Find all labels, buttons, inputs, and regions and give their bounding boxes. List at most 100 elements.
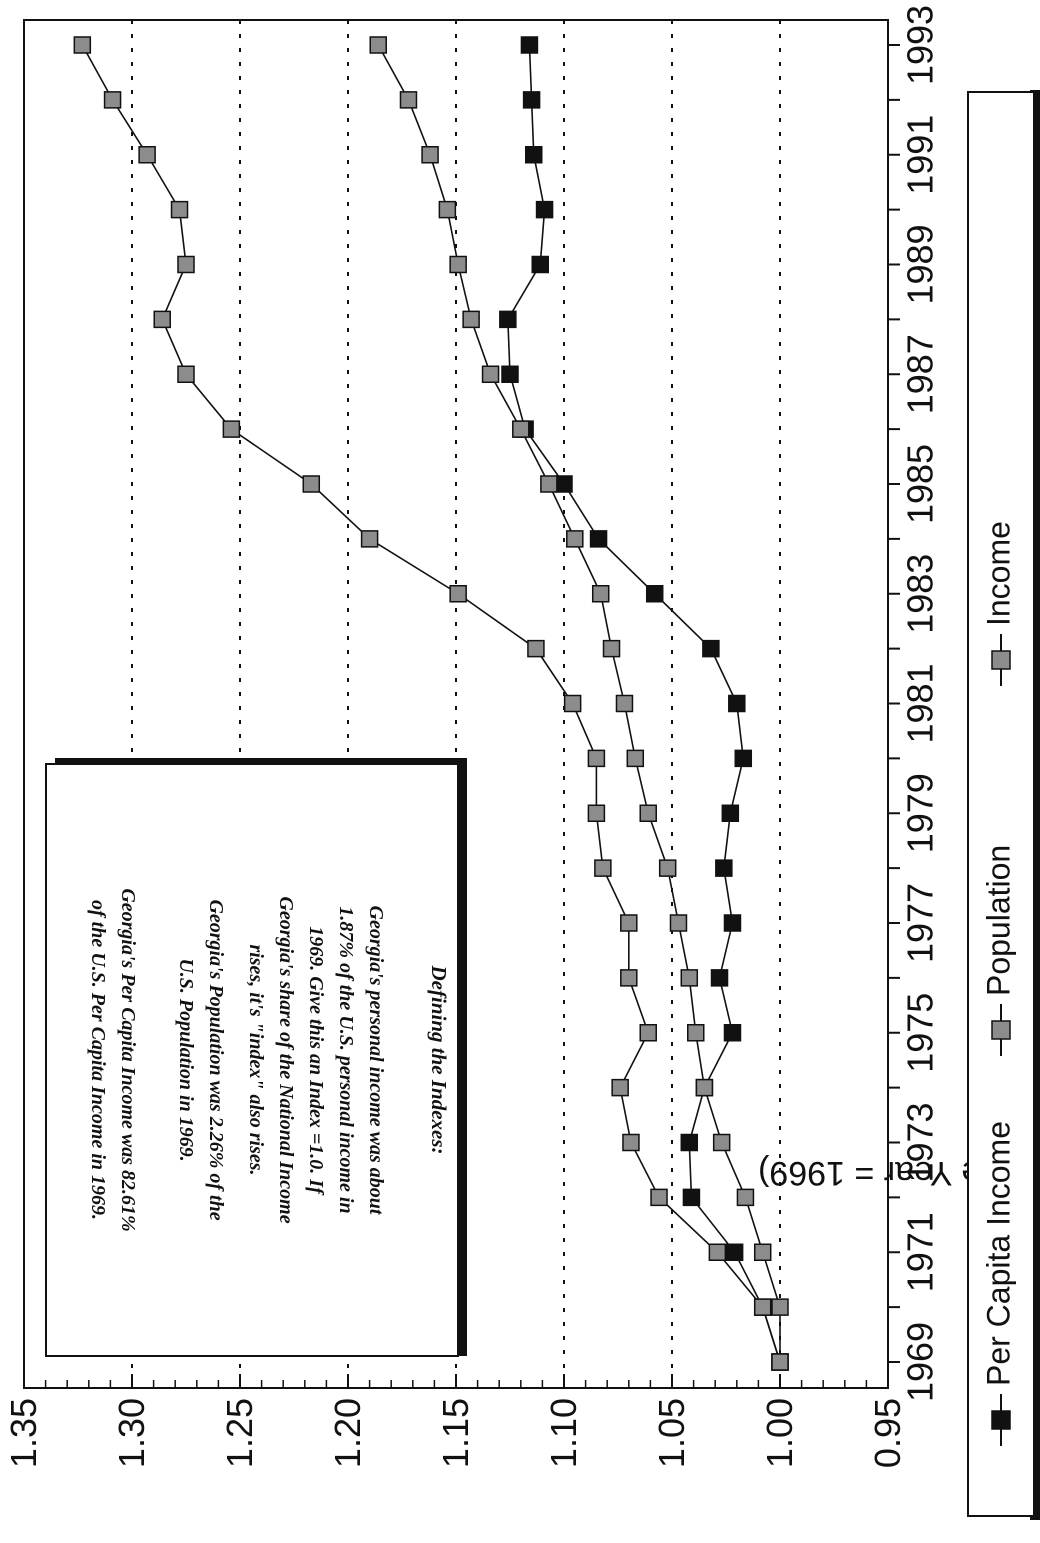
y-tick-label: 1.00 bbox=[759, 1398, 800, 1468]
note-paragraph-population: Georgia's Population was 2.26% of the U.S… bbox=[175, 899, 227, 1220]
note-box-frame bbox=[45, 763, 459, 1357]
note-paragraph-per-capita: Georgia's Per Capita Income was 82.61% of… bbox=[87, 888, 139, 1231]
x-tick-label: 1993 bbox=[899, 5, 940, 85]
data-point bbox=[481, 365, 500, 383]
data-point bbox=[626, 749, 645, 768]
data-point bbox=[438, 200, 457, 219]
y-tick-label: 1.15 bbox=[435, 1398, 476, 1468]
data-point bbox=[650, 1188, 668, 1207]
data-point bbox=[540, 475, 558, 493]
data-point bbox=[449, 255, 467, 274]
data-point bbox=[399, 91, 418, 109]
data-point bbox=[591, 585, 610, 603]
data-point bbox=[589, 530, 608, 548]
data-point bbox=[702, 639, 720, 658]
data-point bbox=[501, 365, 519, 383]
data-point bbox=[527, 639, 545, 658]
data-point bbox=[73, 36, 92, 54]
data-point bbox=[680, 969, 699, 987]
x-tick-label: 1989 bbox=[899, 224, 940, 304]
legend-label: Per Capita Income bbox=[980, 1121, 1016, 1386]
data-point bbox=[421, 146, 439, 164]
data-point bbox=[462, 310, 480, 329]
data-point bbox=[771, 1298, 789, 1316]
data-point bbox=[177, 255, 195, 274]
data-point bbox=[712, 1133, 731, 1152]
data-point bbox=[680, 1133, 699, 1152]
data-point bbox=[620, 969, 638, 987]
data-point bbox=[708, 1243, 727, 1261]
note-line: Georgia's share of the National Income bbox=[275, 896, 297, 1223]
x-tick-label: 1985 bbox=[899, 444, 940, 524]
x-tick-label: 1969 bbox=[899, 1322, 940, 1402]
x-tick-label: 1975 bbox=[899, 993, 940, 1073]
note-paragraph-income: Georgia's personal income was about 1.87%… bbox=[245, 896, 387, 1223]
data-point bbox=[522, 91, 541, 109]
data-point bbox=[222, 420, 241, 438]
y-tick-label: 1.20 bbox=[327, 1398, 368, 1468]
data-point bbox=[449, 585, 467, 603]
data-point bbox=[587, 804, 606, 822]
plot-area: 0.95 1.00 1.05 1.10 1.15 1.20 1.25 1.30 1.35 196… bbox=[3, 5, 940, 1468]
data-point bbox=[658, 859, 677, 877]
data-point bbox=[520, 36, 539, 54]
y-tick-label: 0.95 bbox=[867, 1398, 908, 1468]
data-point bbox=[170, 200, 189, 219]
legend-label: Population bbox=[980, 845, 1016, 996]
data-point bbox=[639, 804, 657, 822]
x-tick-label: 1981 bbox=[899, 663, 940, 743]
data-point bbox=[611, 1078, 629, 1097]
data-point bbox=[734, 749, 753, 768]
data-point bbox=[177, 365, 195, 383]
data-point bbox=[645, 585, 664, 603]
note-line: 1.87% of the U.S. personal income in bbox=[335, 906, 357, 1213]
x-tick-label: 1971 bbox=[899, 1212, 940, 1292]
data-point bbox=[723, 914, 742, 932]
y-axis-ticks: 0.95 1.00 1.05 1.10 1.15 1.20 1.25 1.30 1.35 bbox=[3, 1374, 908, 1468]
data-point bbox=[525, 146, 543, 164]
data-point bbox=[753, 1298, 772, 1316]
data-point bbox=[723, 1024, 742, 1042]
x-tick-label: 1983 bbox=[899, 554, 940, 634]
legend-marker bbox=[991, 1020, 1011, 1040]
data-point bbox=[153, 310, 171, 329]
data-point bbox=[512, 420, 530, 438]
data-point bbox=[535, 200, 554, 219]
data-point bbox=[710, 969, 729, 987]
data-point bbox=[594, 859, 612, 877]
data-point bbox=[728, 694, 746, 713]
data-point bbox=[602, 639, 621, 658]
x-tick-label: 1973 bbox=[899, 1102, 940, 1182]
data-point bbox=[736, 1188, 755, 1207]
data-point bbox=[360, 530, 379, 548]
data-point bbox=[753, 1243, 772, 1261]
grid-lines bbox=[131, 20, 781, 1388]
data-point bbox=[587, 749, 606, 768]
legend-marker bbox=[991, 650, 1011, 670]
x-tick-label: 1979 bbox=[899, 773, 940, 853]
y-tick-label: 1.30 bbox=[111, 1398, 152, 1468]
y-tick-label: 1.25 bbox=[219, 1398, 260, 1468]
note-line: rises, it's "index" also rises. bbox=[245, 944, 267, 1175]
data-point bbox=[682, 1188, 701, 1207]
note-line: Georgia's Per Capita Income was 82.61% bbox=[117, 888, 139, 1231]
data-point bbox=[531, 255, 549, 274]
data-point bbox=[563, 694, 582, 713]
data-point bbox=[566, 530, 584, 548]
data-point bbox=[771, 1353, 789, 1371]
data-point bbox=[622, 1133, 640, 1152]
data-point bbox=[302, 475, 321, 493]
y-tick-label: 1.35 bbox=[3, 1398, 44, 1468]
data-point bbox=[725, 1243, 744, 1261]
note-line: U.S. Population in 1969. bbox=[175, 958, 197, 1161]
x-axis-ticks: 1969 1971 1973 1975 1977 1979 1981 1983 1985 1987… bbox=[888, 5, 940, 1402]
data-point bbox=[555, 475, 573, 493]
legend: Per Capita Income Population Income bbox=[967, 90, 1040, 1520]
data-point bbox=[620, 914, 638, 932]
note-line: Georgia's personal income was about bbox=[365, 906, 387, 1216]
data-point bbox=[721, 804, 740, 822]
note-line: of the U.S. Per Capita Income in 1969. bbox=[87, 900, 109, 1220]
legend-marker bbox=[991, 1410, 1011, 1430]
index-definition-box: Defining the Indexes: Georgia's personal… bbox=[45, 758, 467, 1357]
